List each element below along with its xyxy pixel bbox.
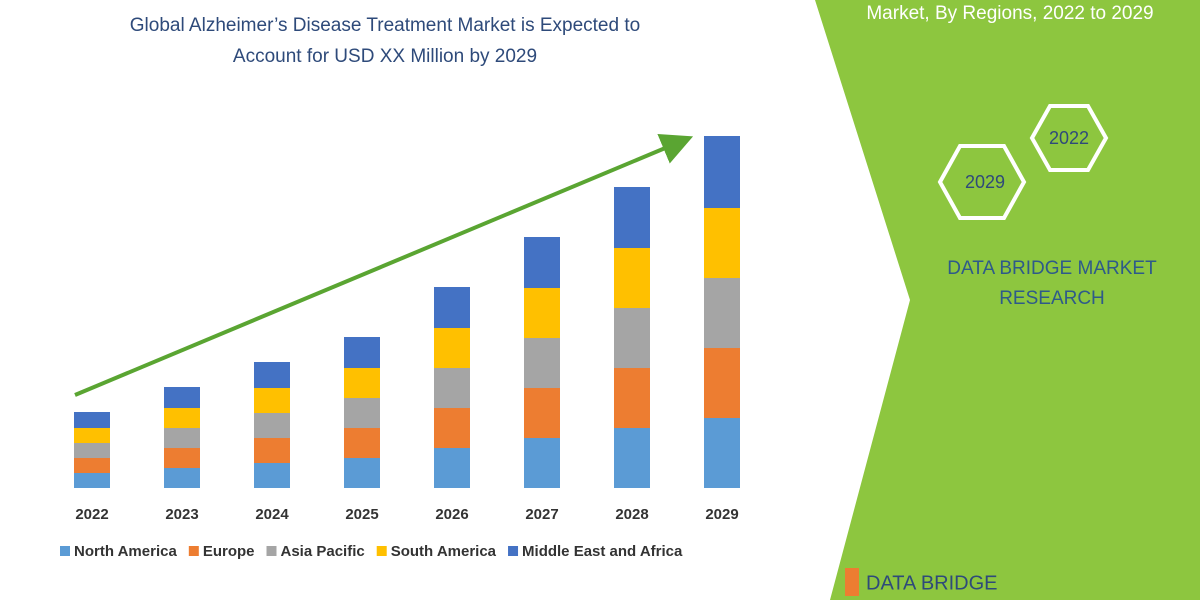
bar-segment — [164, 428, 200, 448]
x-tick-label: 2026 — [435, 506, 468, 523]
hexagon — [1029, 104, 1109, 172]
x-tick-label: 2027 — [525, 506, 558, 523]
bar-segment — [74, 458, 110, 473]
legend-label: Asia Pacific — [281, 543, 365, 560]
legend-swatch — [508, 546, 519, 556]
legend-swatch — [376, 546, 387, 556]
bar-segment — [74, 443, 110, 458]
bar-segment — [164, 468, 200, 488]
bar-segment — [704, 348, 740, 418]
bar-segment — [164, 448, 200, 468]
bar-segment — [704, 136, 740, 208]
logo: DATA BRIDGE — [866, 572, 998, 594]
bar-segment — [704, 418, 740, 488]
bar-segment — [704, 278, 740, 348]
bar-segment — [344, 458, 380, 488]
bar-segment — [524, 438, 560, 488]
bar-segment — [74, 428, 110, 443]
bar-segment — [434, 408, 470, 448]
bar-segment — [254, 463, 290, 488]
bar-segment — [614, 187, 650, 248]
bar-segment — [344, 337, 380, 368]
bar-segment — [434, 448, 470, 488]
x-tick-label: 2028 — [615, 506, 648, 523]
legend-label: North America — [74, 543, 177, 560]
trend-arrow — [74, 133, 694, 397]
brand: DATA BRIDGE MARKET — [947, 258, 1157, 279]
x-tick-label: 2029 — [705, 506, 738, 523]
bar-segment — [164, 408, 200, 428]
bar-segment — [524, 338, 560, 388]
bar-segment — [164, 387, 200, 408]
legend-swatch — [188, 546, 199, 556]
bar-segment — [254, 438, 290, 463]
bar-segment — [524, 237, 560, 288]
bar-segment — [434, 287, 470, 328]
bar-segment — [614, 428, 650, 488]
bar-segment — [614, 308, 650, 368]
x-tick-label: 2023 — [165, 506, 198, 523]
bar-segment — [614, 248, 650, 308]
bar-segment — [74, 412, 110, 428]
legend-label: Middle East and Africa — [522, 543, 683, 560]
chart-title: Global Alzheimer’s Disease Treatment Mar… — [130, 15, 640, 36]
brand: RESEARCH — [999, 288, 1105, 309]
bar-segment — [254, 388, 290, 413]
bar-segment — [74, 473, 110, 488]
badge: 2022 — [1049, 128, 1089, 148]
legend-swatch — [60, 546, 70, 556]
bar-segment — [434, 368, 470, 408]
legend-label: South America — [391, 543, 497, 560]
bar-segment — [524, 388, 560, 438]
header-text: Market, By Regions, 2022 to 2029 — [866, 3, 1153, 24]
x-tick-label: 2024 — [255, 506, 289, 523]
bar-segment — [344, 428, 380, 458]
x-tick-label: 2025 — [345, 506, 378, 523]
x-tick-label: 2022 — [75, 506, 108, 523]
chart-title: Account for USD XX Million by 2029 — [233, 46, 537, 67]
green-panel — [815, 0, 1200, 600]
legend-swatch — [266, 546, 277, 556]
bar-segment — [344, 368, 380, 398]
logo-icon — [845, 568, 859, 596]
bar-segment — [344, 398, 380, 428]
legend-label: Europe — [203, 543, 255, 560]
bar-segment — [434, 328, 470, 368]
bar-segment — [524, 288, 560, 338]
badge: 2029 — [965, 172, 1005, 192]
bar-segment — [614, 368, 650, 428]
bar-segment — [254, 413, 290, 438]
bar-segment — [254, 362, 290, 388]
hexagon — [937, 144, 1027, 220]
bar-segment — [704, 208, 740, 278]
